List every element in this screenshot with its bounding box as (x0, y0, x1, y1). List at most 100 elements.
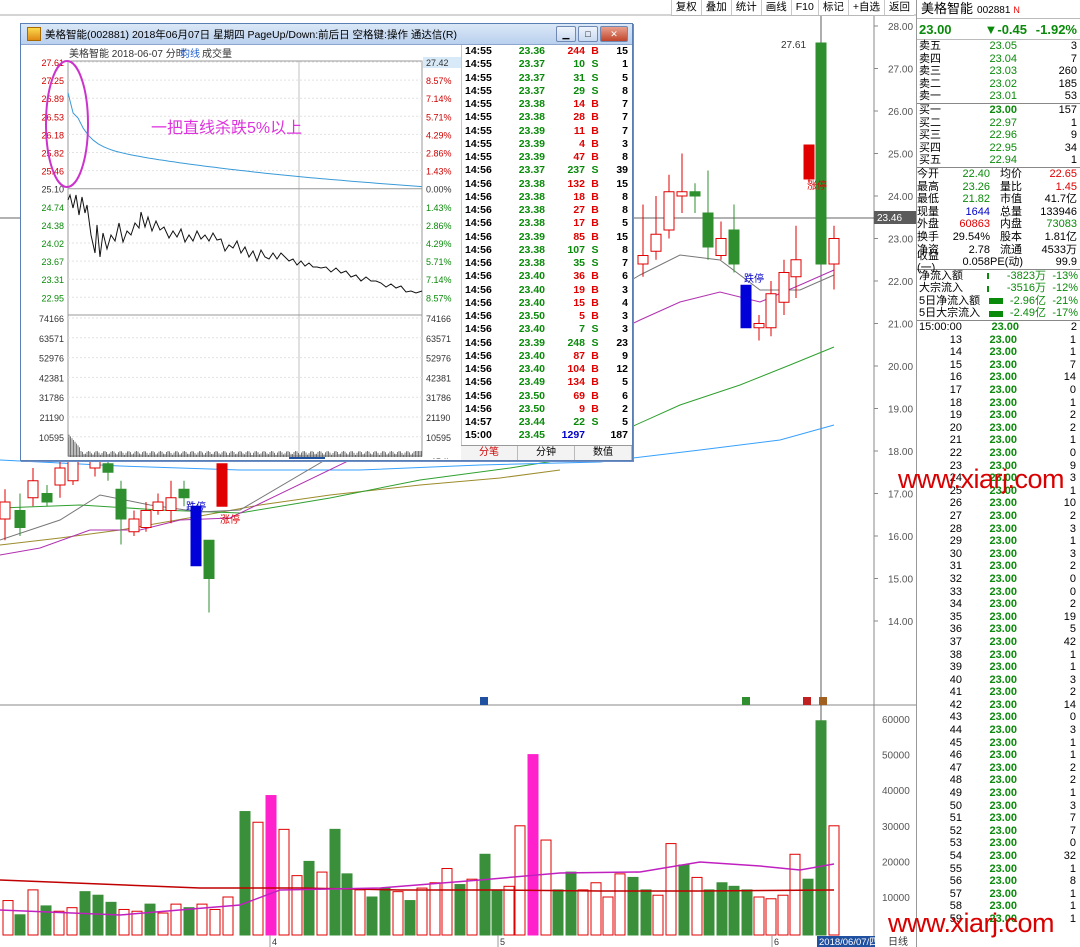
toolbar-button-5[interactable]: 标记 (817, 0, 848, 15)
trade-row[interactable]: 14:56 23.49 134 B 5 (462, 376, 633, 389)
toolbar-button-2[interactable]: 统计 (730, 0, 761, 15)
trade-row[interactable]: 14:56 23.37 237 S 39 (462, 164, 633, 177)
trade-row[interactable]: 14:56 23.38 18 B 8 (462, 191, 633, 204)
tick-row[interactable]: 26 23.00 10 (917, 497, 1080, 510)
trade-row[interactable]: 14:56 23.39 248 S 23 (462, 337, 633, 350)
trade-row[interactable]: 14:56 23.40 7 S 3 (462, 323, 633, 336)
trade-row[interactable]: 14:56 23.50 9 B 2 (462, 403, 633, 416)
tick-row[interactable]: 47 23.00 2 (917, 762, 1080, 775)
trade-row[interactable]: 14:56 23.40 15 B 4 (462, 297, 633, 310)
tick-row[interactable]: 20 23.00 2 (917, 422, 1080, 435)
tick-row[interactable]: 51 23.00 7 (917, 812, 1080, 825)
trade-row[interactable]: 14:56 23.39 85 B 15 (462, 231, 633, 244)
trade-row[interactable]: 14:55 23.39 11 B 7 (462, 125, 633, 138)
tick-row[interactable]: 58 23.00 1 (917, 900, 1080, 913)
tick-row[interactable]: 13 23.00 1 (917, 334, 1080, 347)
tick-row[interactable]: 17 23.00 0 (917, 384, 1080, 397)
trade-tab-0[interactable]: 分笔 (461, 446, 518, 460)
trade-row[interactable]: 14:56 23.38 35 S 7 (462, 257, 633, 270)
tick-row[interactable]: 44 23.00 3 (917, 724, 1080, 737)
close-button[interactable]: ✕ (600, 26, 628, 42)
tick-row[interactable]: 36 23.00 5 (917, 623, 1080, 636)
tick-row[interactable]: 39 23.00 1 (917, 661, 1080, 674)
trade-row[interactable]: 14:56 23.40 36 B 6 (462, 270, 633, 283)
tick-row[interactable]: 46 23.00 1 (917, 749, 1080, 762)
tick-row[interactable]: 25 23.00 1 (917, 485, 1080, 498)
tick-row[interactable]: 49 23.00 1 (917, 787, 1080, 800)
tick-row[interactable]: 29 23.00 1 (917, 535, 1080, 548)
trade-row[interactable]: 14:56 23.50 5 B 3 (462, 310, 633, 323)
tick-row[interactable]: 43 23.00 0 (917, 711, 1080, 724)
trade-row[interactable]: 14:56 23.38 132 B 15 (462, 178, 633, 191)
tick-row[interactable]: 48 23.00 2 (917, 774, 1080, 787)
tick-row[interactable]: 56 23.00 8 (917, 875, 1080, 888)
tick-row[interactable]: 37 23.00 42 (917, 636, 1080, 649)
trade-tab-1[interactable]: 分钟 (518, 446, 575, 460)
tick-row[interactable]: 21 23.00 1 (917, 434, 1080, 447)
tick-row[interactable]: 33 23.00 0 (917, 586, 1080, 599)
tick-row[interactable]: 14 23.00 1 (917, 346, 1080, 359)
toolbar-button-7[interactable]: 返回 (884, 0, 914, 15)
trade-row[interactable]: 14:55 23.39 4 B 3 (462, 138, 633, 151)
trade-tab-2[interactable]: 数值 (575, 446, 632, 460)
maximize-button[interactable]: □ (578, 26, 598, 42)
tick-row[interactable]: 34 23.00 2 (917, 598, 1080, 611)
toolbar-button-4[interactable]: F10 (790, 0, 818, 15)
tick-row[interactable]: 22 23.00 0 (917, 447, 1080, 460)
tick-row[interactable]: 32 23.00 0 (917, 573, 1080, 586)
volume-tick-label: 60000 (882, 715, 910, 726)
tick-row[interactable]: 41 23.00 2 (917, 686, 1080, 699)
tick-row[interactable]: 23 23.00 9 (917, 460, 1080, 473)
tick-row[interactable]: 54 23.00 32 (917, 850, 1080, 863)
tick-row[interactable]: 42 23.00 14 (917, 699, 1080, 712)
tick-row[interactable]: 52 23.00 7 (917, 825, 1080, 838)
trade-row[interactable]: 14:57 23.44 22 S 5 (462, 416, 633, 429)
trade-row[interactable]: 14:56 23.40 104 B 12 (462, 363, 633, 376)
trade-row[interactable]: 14:56 23.38 27 B 8 (462, 204, 633, 217)
trade-row[interactable]: 14:56 23.38 17 B 5 (462, 217, 633, 230)
trade-row[interactable]: 14:55 23.37 29 S 8 (462, 85, 633, 98)
trade-row[interactable]: 14:55 23.37 10 S 1 (462, 58, 633, 71)
kline-chart[interactable]: 28.00 27.00 26.00 25.00 24.00 23.00 22.00 21.00… (0, 0, 916, 947)
tick-row[interactable]: 40 23.00 3 (917, 674, 1080, 687)
trade-row[interactable]: 14:56 23.40 19 B 3 (462, 284, 633, 297)
trade-row[interactable]: 14:55 23.38 28 B 7 (462, 111, 633, 124)
trade-tabs[interactable]: 分笔 分钟 数值 (461, 445, 632, 460)
trade-row[interactable]: 14:55 23.36 244 B 15 (462, 45, 633, 58)
tick-row[interactable]: 57 23.00 1 (917, 888, 1080, 901)
trade-row[interactable]: 15:00 23.45 1297 187 (462, 429, 633, 442)
tick-row[interactable]: 35 23.00 19 (917, 611, 1080, 624)
tick-row[interactable]: 45 23.00 1 (917, 737, 1080, 750)
trade-row[interactable]: 14:56 23.40 87 B 9 (462, 350, 633, 363)
tick-row[interactable]: 18 23.00 1 (917, 397, 1080, 410)
tick-row[interactable]: 28 23.00 3 (917, 523, 1080, 536)
tick-row[interactable]: 30 23.00 3 (917, 548, 1080, 561)
toolbar-button-3[interactable]: 画线 (760, 0, 791, 15)
trade-row[interactable]: 14:56 23.50 69 B 6 (462, 390, 633, 403)
tick-row[interactable]: 31 23.00 2 (917, 560, 1080, 573)
tick-row[interactable]: 55 23.00 1 (917, 863, 1080, 876)
tick-row[interactable]: 27 23.00 2 (917, 510, 1080, 523)
toolbar-button-1[interactable]: 叠加 (700, 0, 731, 15)
tick-row[interactable]: 38 23.00 1 (917, 649, 1080, 662)
toolbar-button-0[interactable]: 复权 (670, 0, 701, 15)
tick-row[interactable]: 19 23.00 2 (917, 409, 1080, 422)
tick-row[interactable]: 50 23.00 3 (917, 800, 1080, 813)
trade-row[interactable]: 14:55 23.37 31 S 5 (462, 72, 633, 85)
tick-row[interactable]: 16 23.00 14 (917, 371, 1080, 384)
tick-row[interactable]: 15 23.00 7 (917, 359, 1080, 372)
minimize-button[interactable]: ▁ (556, 26, 576, 42)
trade-row[interactable]: 14:55 23.38 14 B 7 (462, 98, 633, 111)
trade-row[interactable]: 14:56 23.38 107 S 8 (462, 244, 633, 257)
trade-row[interactable]: 14:55 23.39 47 B 8 (462, 151, 633, 164)
tick-price: 23.00 (989, 447, 1017, 459)
tick-row[interactable]: 59 23.00 1 (917, 913, 1080, 926)
tick-row[interactable]: 53 23.00 0 (917, 837, 1080, 850)
window-titlebar[interactable]: 美格智能(002881) 2018年06月07日 星期四 PageUp/Down… (21, 24, 632, 45)
tick-list[interactable]: 13 23.00 1 14 23.00 1 15 23.00 7 16 23.00 14 17 23.00… (917, 334, 1080, 926)
trade-list[interactable]: 14:55 23.36 244 B 15 14:55 23.37 10 S 1 14:55 23.37… (461, 45, 633, 459)
tick-row[interactable]: 24 23.00 3 (917, 472, 1080, 485)
toolbar-button-6[interactable]: +自选 (847, 0, 884, 15)
intraday-window[interactable]: 美格智能(002881) 2018年06月07日 星期四 PageUp/Down… (20, 23, 633, 461)
